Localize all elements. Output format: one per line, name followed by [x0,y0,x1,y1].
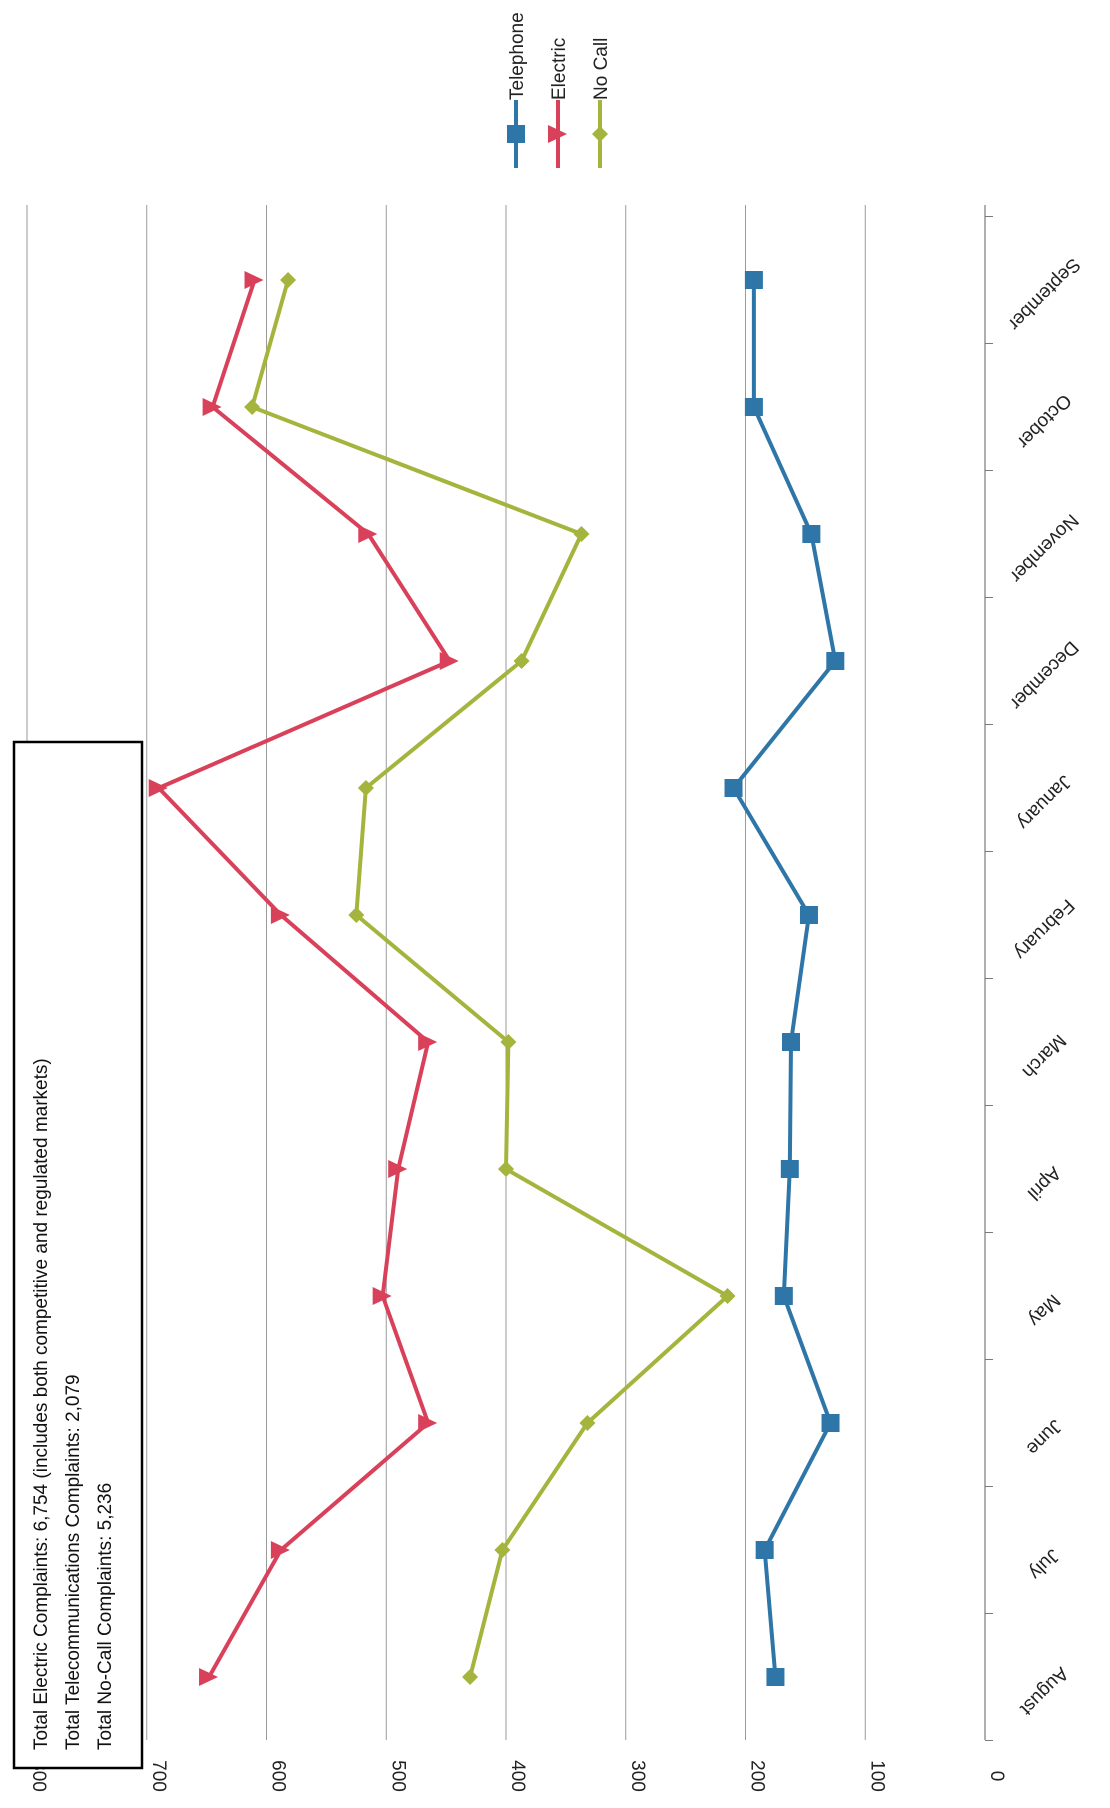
series-line-no-call [250,279,730,1678]
series-line-telephone [731,280,838,1678]
data-point-telephone [802,525,821,543]
category-label-june: June [1022,1415,1066,1459]
category-label-january: January [1012,771,1075,834]
data-point-no-call [573,526,590,542]
category-label-november: November [1005,509,1082,586]
category-label-february: February [1009,895,1078,964]
value-tick-label: 100 [866,1760,887,1792]
totals-line: Total No-Call Complaints: 5,236 [95,1483,116,1750]
category-label-december: December [1005,636,1082,713]
data-point-telephone [766,1668,785,1686]
data-point-electric [439,652,459,670]
category-label-april: April [1023,1162,1065,1204]
gridlines [26,205,986,1740]
data-point-telephone [782,1033,801,1051]
data-point-telephone [826,652,845,670]
data-point-no-call [498,1161,514,1177]
value-tick-label: 200 [747,1760,768,1792]
value-tick-label: 0 [986,1771,1007,1782]
totals-line: Total Electric Complaints: 6,754 (includ… [31,1058,52,1750]
data-point-no-call [280,272,297,288]
series-lines [148,271,845,1686]
legend-label-no-call: No Call [591,38,612,100]
data-point-no-call [719,1288,736,1304]
data-point-electric [372,1287,392,1305]
legend-marker-no-call [592,126,608,142]
data-point-electric [418,1033,438,1051]
data-point-electric [202,398,222,416]
data-point-no-call [494,1542,511,1558]
data-point-no-call [462,1669,479,1685]
category-label-may: May [1023,1290,1064,1331]
data-point-electric [270,906,290,924]
data-point-electric [199,1668,219,1686]
data-point-no-call [579,1415,596,1431]
totals-box [12,740,144,1770]
legend-marker-electric [548,125,567,143]
value-tick-label: 600 [268,1760,289,1792]
category-label-august: August [1015,1663,1072,1720]
data-point-telephone [724,779,743,797]
data-point-no-call [357,780,374,796]
data-point-telephone [744,271,763,289]
data-point-telephone [780,1160,799,1178]
category-label-july: July [1024,1545,1063,1584]
value-tick-label: 700 [148,1760,169,1792]
totals-line: Total Telecommunications Complaints: 2,0… [63,1374,84,1750]
category-label-october: October [1012,390,1075,453]
category-label-september: September [1003,254,1084,335]
data-point-electric [244,271,264,289]
value-tick-label: 500 [387,1760,408,1792]
legend-marker-telephone [507,125,525,143]
totals-note: Total Electric Complaints: 6,754 (includ… [12,740,144,1770]
axes: 0100200300400500600700800SeptemberOctobe… [28,205,1084,1792]
data-point-electric [358,525,378,543]
data-point-telephone [755,1541,774,1559]
value-tick-label: 300 [627,1760,648,1792]
value-tick-label: 400 [507,1760,528,1792]
data-point-no-call [513,653,530,669]
legend: Telephone Electric No Call [507,12,612,168]
data-point-electric [270,1541,290,1559]
series-line-electric [156,279,452,1678]
data-point-no-call [500,1034,517,1050]
legend-label-telephone: Telephone [507,12,528,100]
data-point-no-call [348,907,365,923]
data-point-electric [388,1160,408,1178]
data-point-no-call [244,399,261,415]
data-point-telephone [744,398,763,416]
data-point-telephone [821,1414,840,1432]
legend-label-electric: Electric [549,38,570,100]
data-point-telephone [799,906,818,924]
data-point-electric [418,1414,438,1432]
data-point-telephone [774,1287,793,1305]
data-point-electric [148,779,168,797]
category-label-march: March [1018,1030,1070,1082]
